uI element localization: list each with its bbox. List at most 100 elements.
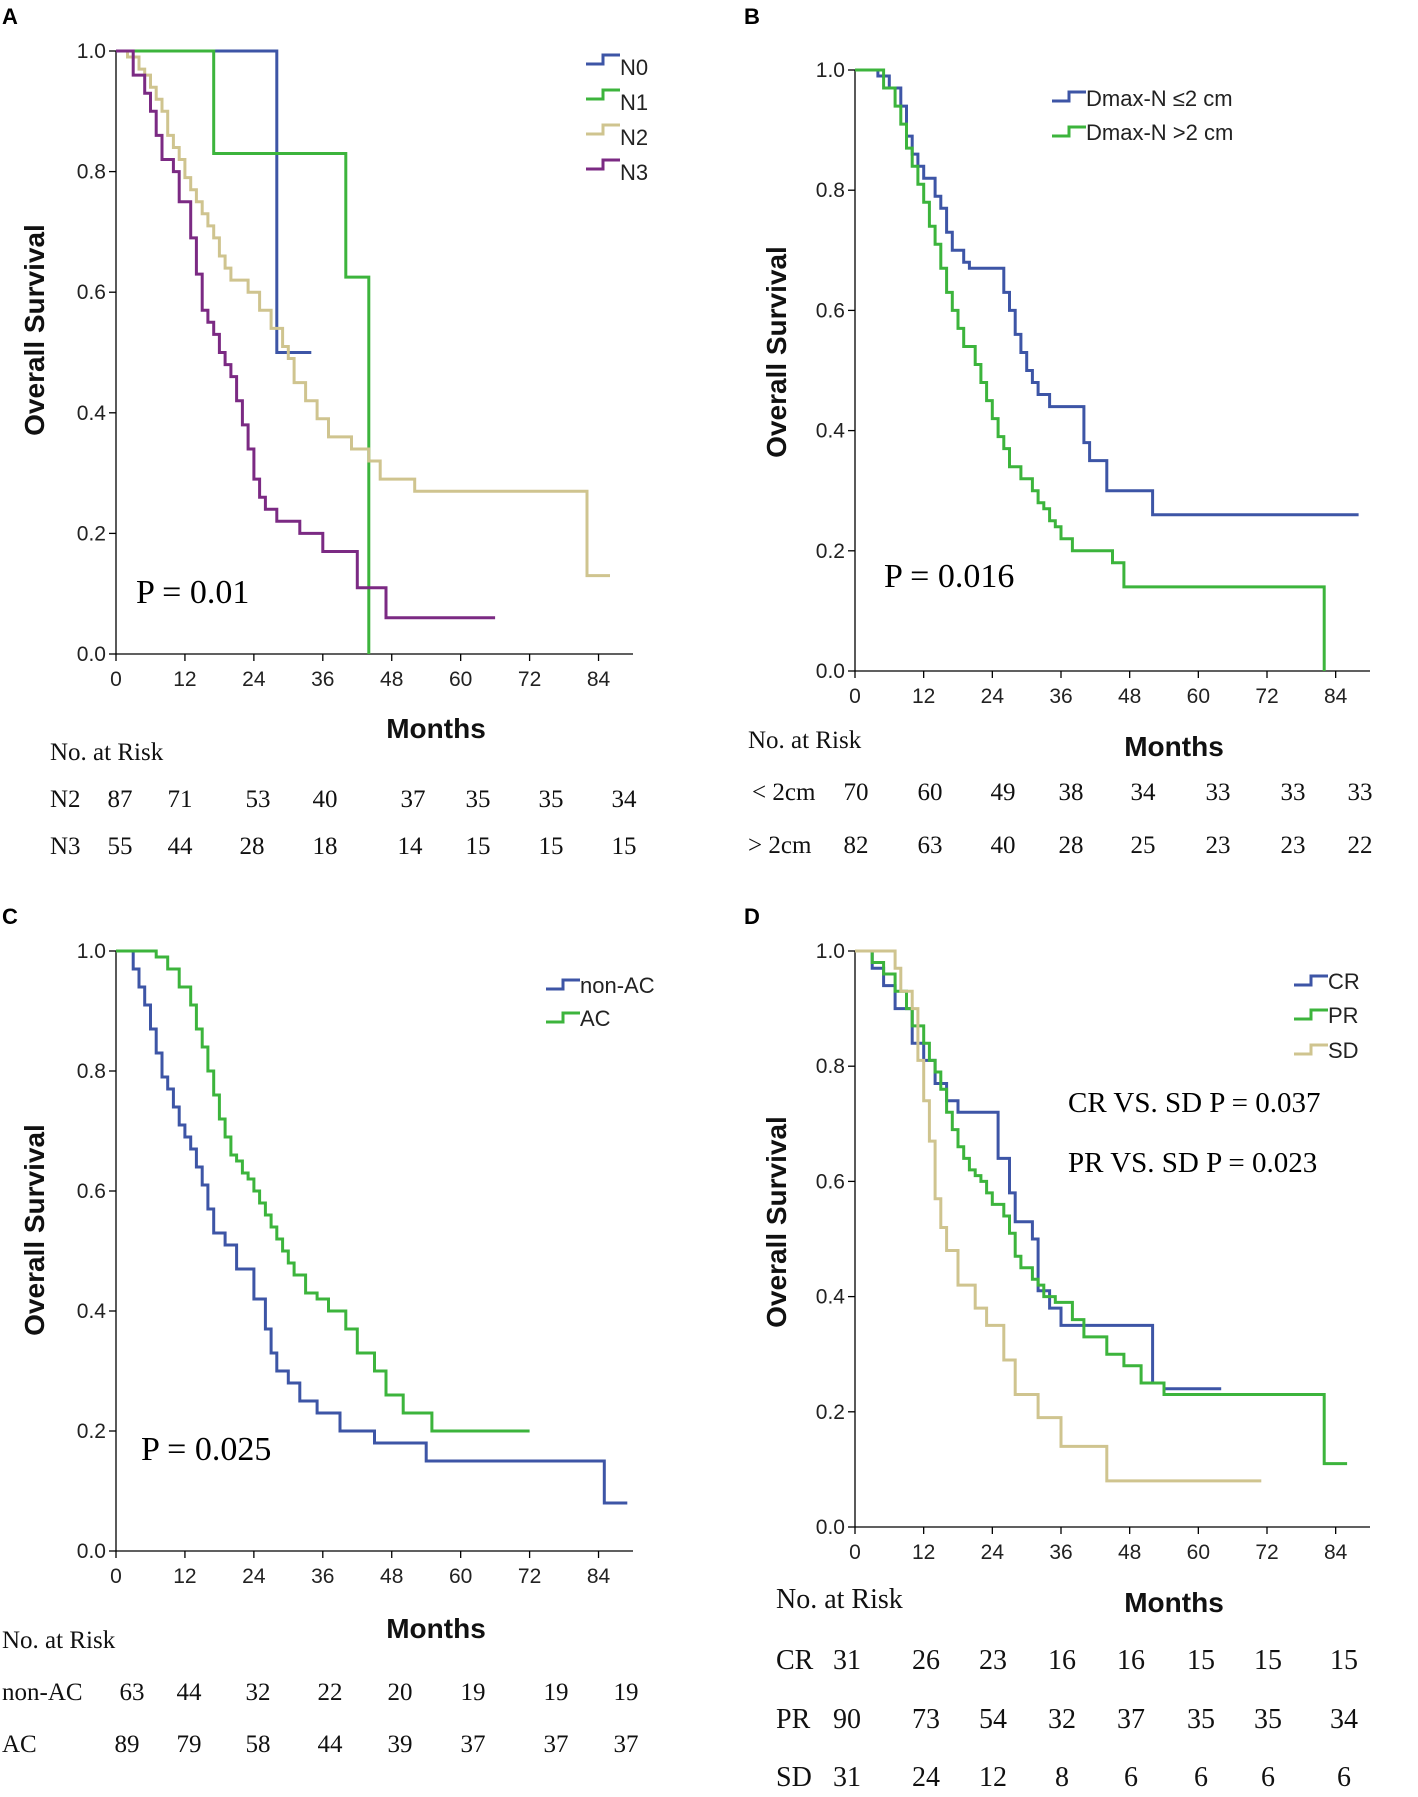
legend-label-n0: N0: [620, 55, 648, 80]
risk-cell: 37: [614, 1731, 639, 1758]
legend-label-large-node: Dmax-N >2 cm: [1086, 120, 1233, 145]
panel-c-y-tick-label-3: 0.6: [77, 1180, 106, 1203]
panel-b-legend: Dmax-N ≤2 cm Dmax-N >2 cm: [1052, 86, 1233, 145]
risk-cell: 18: [313, 833, 338, 860]
risk-cell: 44: [318, 1731, 344, 1758]
panel-a-curve-n3: [116, 49, 496, 620]
legend-label-n2: N2: [620, 125, 648, 150]
panel-c-x-tick-label-1: 12: [173, 1565, 196, 1588]
panel-c-x-tick-label-2: 24: [242, 1565, 266, 1588]
panel-b-risk-title: No. at Risk: [748, 727, 862, 754]
panel-d-x-tick-label-7: 84: [1324, 1541, 1348, 1564]
panel-d-risk-row-pr: PR 90 73 54 32 37 35 35 34: [776, 1704, 1358, 1735]
risk-cell: 16: [1048, 1645, 1076, 1676]
panel-a-risk-title: No. at Risk: [50, 739, 164, 766]
legend-swatch-n2: [586, 123, 620, 136]
risk-cell: 28: [1059, 832, 1084, 859]
legend-swatch-sd: [1294, 1043, 1328, 1056]
panel-b-y-tick-label-4: 0.8: [816, 179, 845, 202]
risk-cell: 35: [539, 786, 564, 813]
risk-cell: 31: [833, 1645, 861, 1676]
risk-cell: 58: [246, 1731, 271, 1758]
risk-cell: 32: [1048, 1704, 1076, 1735]
risk-cell: 28: [240, 833, 265, 860]
panel-c-curve-ac: [116, 949, 530, 1433]
panel-c-p-value: P = 0.025: [141, 1431, 271, 1468]
risk-cell: 38: [1059, 779, 1084, 806]
panel-d-curve-sd: [855, 949, 1262, 1483]
panel-b-x-tick-label-1: 12: [912, 685, 935, 708]
panel-b-p-value: P = 0.016: [884, 558, 1014, 595]
panel-c-x-tick-label-4: 48: [380, 1565, 403, 1588]
legend-label-small-node: Dmax-N ≤2 cm: [1086, 86, 1233, 111]
panel-b-y-tick-label-0: 0.0: [816, 660, 845, 683]
risk-cell: 37: [1117, 1704, 1145, 1735]
risk-cell: 23: [979, 1645, 1007, 1676]
risk-row-label: SD: [776, 1762, 812, 1793]
risk-cell: 49: [991, 779, 1016, 806]
risk-cell: 70: [844, 779, 869, 806]
panel-a-y-tick-label-3: 0.6: [77, 281, 106, 304]
panel-c-risk-row-non-ac: non-AC 63 44 32 22 20 19 19 19: [2, 1679, 639, 1706]
panel-d-risk-row-cr: CR 31 26 23 16 16 15 15 15: [776, 1645, 1358, 1676]
panel-b-curve-dmax-n-2-cm: [855, 68, 1359, 517]
risk-cell: 33: [1206, 779, 1231, 806]
panel-b-y-tick-label-5: 1.0: [816, 59, 845, 82]
risk-cell: 63: [918, 832, 943, 859]
panel-a-x-tick-label-7: 84: [587, 668, 611, 691]
risk-cell: 6: [1194, 1762, 1208, 1793]
risk-cell: 39: [388, 1731, 413, 1758]
risk-cell: 15: [1187, 1645, 1215, 1676]
risk-cell: 19: [461, 1679, 486, 1706]
panel-d-risk-title: No. at Risk: [776, 1584, 903, 1615]
panel-b-y-tick-label-1: 0.2: [816, 540, 845, 563]
legend-swatch-small-node: [1052, 90, 1086, 103]
panel-d-plot: 0 12 24 36 48 60 72 84 0.0 0.2 0.4 0.6 0.8 1.0: [816, 940, 1370, 1564]
panel-b-risk-table: No. at Risk < 2cm 70 60 49 38 34 33 33 33 > 2cm 8…: [748, 727, 1373, 859]
legend-label-n1: N1: [620, 90, 648, 115]
panel-c-ylabel: Overall Survival: [19, 1124, 50, 1336]
panel-d: D Overall Survival 0 12 24 36 48 60 72 84 0.0 0.2…: [744, 904, 1370, 1793]
risk-row-label: N3: [50, 833, 81, 860]
risk-cell: 35: [1254, 1704, 1282, 1735]
panel-d-cr-vs-sd: CR VS. SD P = 0.037: [1068, 1087, 1320, 1119]
panel-b-plot: 0 12 24 36 48 60 72 84 0.0 0.2 0.4 0.6 0.8 1.0: [816, 59, 1370, 708]
panel-d-y-tick-label-2: 0.4: [816, 1286, 846, 1309]
panel-c-letter: C: [2, 904, 18, 929]
panel-d-letter: D: [744, 904, 760, 929]
risk-cell: 60: [918, 779, 943, 806]
risk-row-label: > 2cm: [748, 832, 812, 859]
panel-a-x-tick-label-3: 36: [311, 668, 334, 691]
panel-c-y-tick-label-4: 0.8: [77, 1060, 106, 1083]
panel-c-xlabel: Months: [386, 1613, 486, 1644]
panel-d-xlabel: Months: [1124, 1587, 1224, 1618]
risk-cell: 31: [833, 1762, 861, 1793]
risk-cell: 90: [833, 1704, 861, 1735]
panel-a-y-tick-label-1: 0.2: [77, 522, 106, 545]
risk-cell: 44: [177, 1679, 203, 1706]
risk-cell: 89: [115, 1731, 140, 1758]
risk-cell: 25: [1131, 832, 1156, 859]
panel-a-letter: A: [2, 4, 18, 29]
legend-swatch-cr: [1294, 974, 1328, 987]
panel-d-risk-table: No. at Risk CR 31 26 23 16 16 15 15 15 PR 90 73 54 3…: [776, 1584, 1358, 1793]
legend-label-pr: PR: [1328, 1003, 1359, 1028]
panel-d-curve-pr: [855, 949, 1348, 1466]
panel-a-x-tick-label-4: 48: [380, 668, 403, 691]
panel-d-y-tick-label-1: 0.2: [816, 1401, 845, 1424]
risk-cell: 63: [120, 1679, 145, 1706]
panel-c-risk-table: No. at Risk non-AC 63 44 32 22 20 19 19 19 AC 89 7…: [2, 1627, 639, 1758]
panel-c-x-tick-label-3: 36: [311, 1565, 334, 1588]
risk-row-label: AC: [2, 1731, 37, 1758]
legend-swatch-n3: [586, 158, 620, 171]
legend-swatch-n0: [586, 53, 620, 66]
risk-cell: 15: [612, 833, 637, 860]
panel-a-y-tick-label-5: 1.0: [77, 40, 106, 63]
panel-a-risk-row-n2: N2 87 71 53 40 37 35 35 34: [50, 786, 637, 813]
risk-row-label: N2: [50, 786, 81, 813]
panel-d-y-tick-label-0: 0.0: [816, 1516, 845, 1539]
panel-a-risk-row-n3: N3 55 44 28 18 14 15 15 15: [50, 833, 637, 860]
risk-cell: 15: [539, 833, 564, 860]
panel-c-x-tick-label-0: 0: [110, 1565, 122, 1588]
panel-b-x-tick-label-7: 84: [1324, 685, 1348, 708]
